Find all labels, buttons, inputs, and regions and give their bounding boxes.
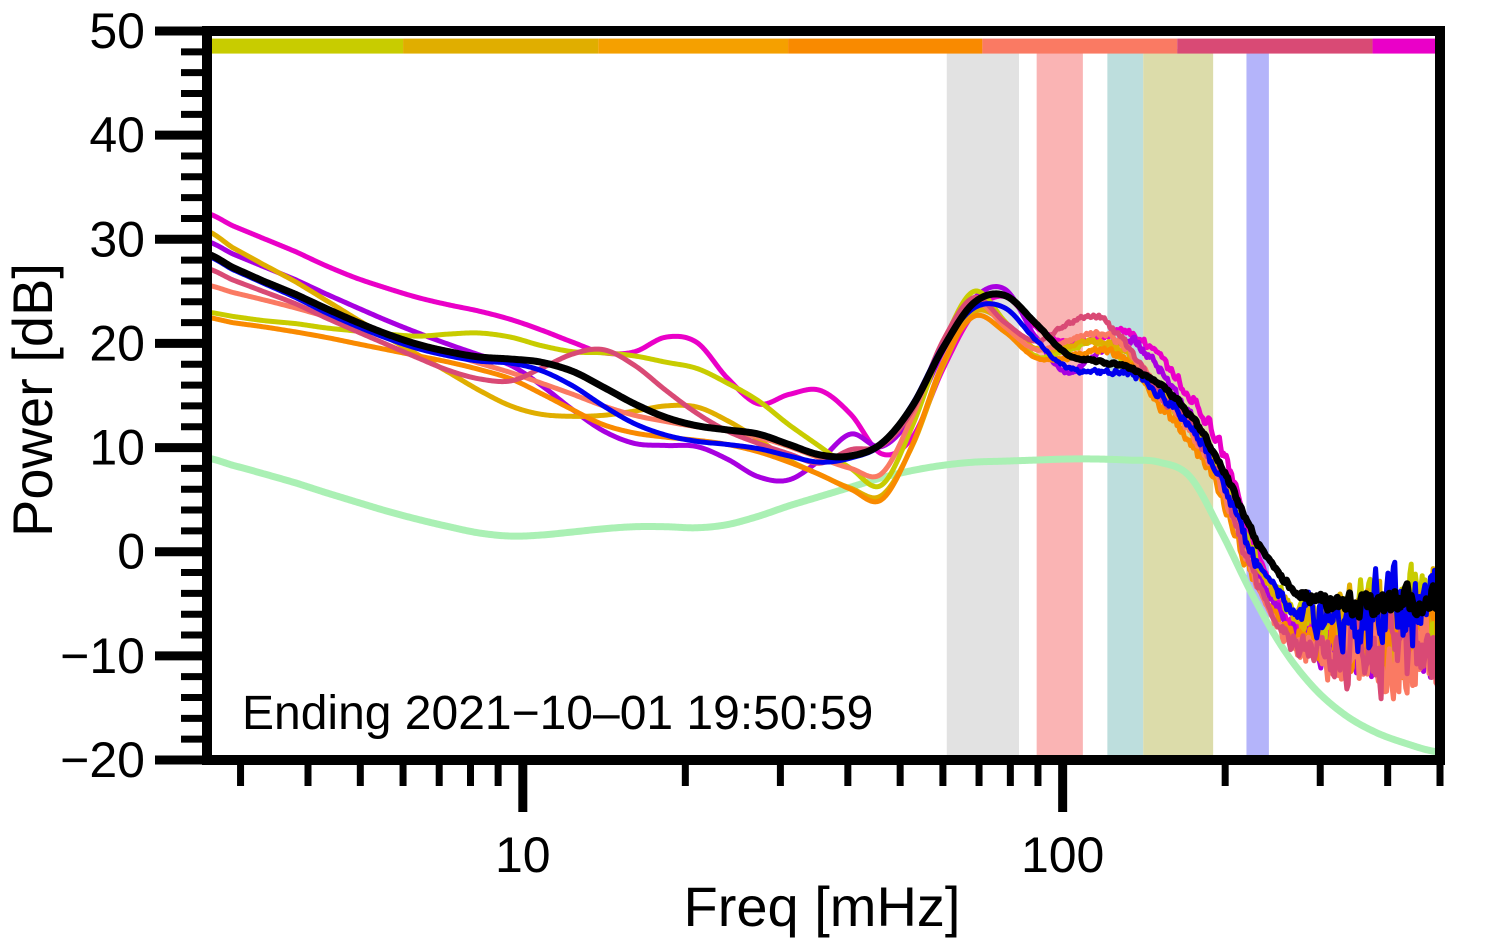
- colorbar-segment-3: [788, 38, 983, 54]
- band-periwinkle: [1246, 49, 1269, 760]
- axis-tick-labels-group: −20 −10 0 10 20 30 40 50 10 100: [60, 3, 1104, 883]
- ending-timestamp-annotation: Ending 2021−10‒01 19:50:59: [242, 687, 873, 740]
- band-gray: [946, 49, 1019, 760]
- band-pink: [1036, 49, 1083, 760]
- series-mean: [207, 250, 1440, 621]
- x-tick-label: 100: [1021, 827, 1104, 883]
- colorbar-segment-2: [598, 38, 789, 54]
- series-chan-palegreen: [207, 454, 1440, 756]
- y-tick-label: 50: [89, 3, 145, 59]
- colorbar-segment-5: [1177, 38, 1373, 54]
- colorbar-group: [207, 38, 1440, 54]
- y-tick-label: 20: [89, 315, 145, 371]
- colorbar-segment-6: [1372, 38, 1440, 54]
- y-tick-label: 40: [89, 107, 145, 163]
- x-tick-label: 10: [495, 827, 551, 883]
- series-group: [207, 210, 1440, 756]
- y-tick-label: 10: [89, 420, 145, 476]
- y-axis-label: Power [dB]: [1, 263, 64, 537]
- y-tick-label: 0: [117, 524, 145, 580]
- colorbar-segment-0: [207, 38, 404, 54]
- band-teal: [1107, 49, 1144, 760]
- series-chan-blue: [207, 253, 1440, 655]
- axis-ticks-group: [155, 26, 1444, 812]
- y-tick-label: −20: [60, 732, 145, 788]
- colorbar-segment-4: [982, 38, 1178, 54]
- colorbar-segment-1: [403, 38, 599, 54]
- axes-frame-group: [202, 26, 1445, 765]
- series-chan-magenta-high: [207, 210, 1440, 671]
- x-axis-label: Freq [mHz]: [684, 875, 961, 938]
- y-tick-label: 30: [89, 211, 145, 267]
- y-tick-label: −10: [60, 628, 145, 684]
